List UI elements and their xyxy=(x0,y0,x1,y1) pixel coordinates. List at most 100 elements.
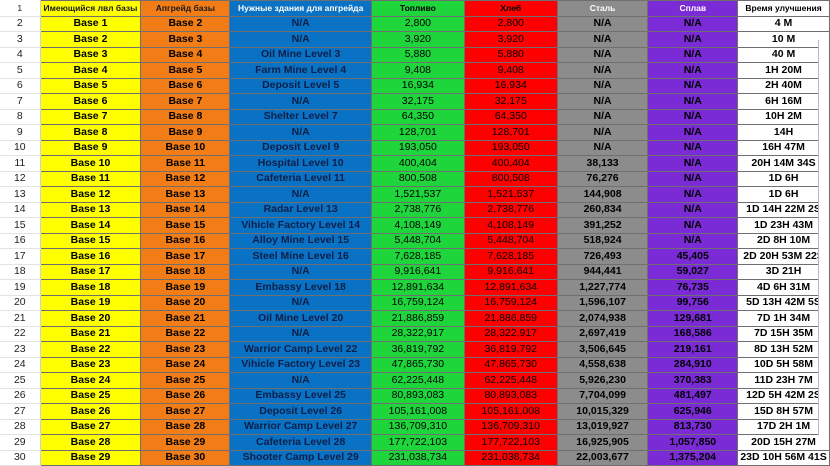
cell-current-level[interactable]: Base 7 xyxy=(39,108,142,125)
cell-required-building[interactable]: Warrior Camp Level 22 xyxy=(229,341,372,358)
cell-steel[interactable]: 944,441 xyxy=(556,263,649,280)
cell-fuel[interactable]: 12,891,634 xyxy=(370,279,465,296)
cell-alloy[interactable]: N/A xyxy=(647,186,739,203)
row-number[interactable]: 4 xyxy=(0,47,41,63)
cell-fuel[interactable]: 800,508 xyxy=(370,170,465,187)
row-number[interactable]: 25 xyxy=(0,372,41,389)
cell-upgrade-time[interactable]: 1D 14H 22M 2S xyxy=(737,201,830,218)
cell-upgrade[interactable]: Base 24 xyxy=(140,356,231,373)
cell-upgrade-time[interactable]: 20H 14M 34S xyxy=(737,155,830,172)
cell-fuel[interactable]: 32,175 xyxy=(370,93,465,110)
cell-required-building[interactable]: N/A xyxy=(229,93,372,110)
cell-fuel[interactable]: 136,709,310 xyxy=(370,418,465,435)
header-required-buildings[interactable]: Нужные здания для апгрейда xyxy=(229,0,372,17)
row-number[interactable]: 22 xyxy=(0,326,41,342)
cell-current-level[interactable]: Base 4 xyxy=(39,62,142,79)
cell-upgrade-time[interactable]: 11D 23H 7M xyxy=(737,372,830,389)
cell-current-level[interactable]: Base 16 xyxy=(39,248,142,265)
cell-required-building[interactable]: Shooter Camp Level 29 xyxy=(229,449,372,466)
cell-fuel[interactable]: 231,038,734 xyxy=(370,449,465,466)
cell-upgrade-time[interactable]: 17D 2H 1M xyxy=(737,418,830,435)
cell-current-level[interactable]: Base 8 xyxy=(39,124,142,141)
cell-alloy[interactable]: N/A xyxy=(647,139,739,156)
cell-fuel[interactable]: 3,920 xyxy=(370,31,465,48)
cell-required-building[interactable]: Hospital Level 10 xyxy=(229,155,372,172)
cell-steel[interactable]: 144,908 xyxy=(556,186,649,203)
cell-upgrade[interactable]: Base 17 xyxy=(140,248,231,265)
cell-upgrade-time[interactable]: 1D 6H xyxy=(737,170,830,187)
cell-upgrade[interactable]: Base 13 xyxy=(140,186,231,203)
cell-alloy[interactable]: 59,027 xyxy=(647,263,739,280)
cell-bread[interactable]: 16,759,124 xyxy=(463,294,558,311)
cell-bread[interactable]: 4,108,149 xyxy=(463,217,558,234)
cell-current-level[interactable]: Base 10 xyxy=(39,155,142,172)
cell-current-level[interactable]: Base 6 xyxy=(39,93,142,110)
cell-bread[interactable]: 128,701 xyxy=(463,124,558,141)
cell-upgrade[interactable]: Base 26 xyxy=(140,387,231,404)
cell-bread[interactable]: 105,161,008 xyxy=(463,403,558,420)
cell-upgrade[interactable]: Base 10 xyxy=(140,139,231,156)
cell-required-building[interactable]: Alloy Mine Level 15 xyxy=(229,232,372,249)
cell-steel[interactable]: N/A xyxy=(556,62,649,79)
cell-fuel[interactable]: 36,819,792 xyxy=(370,341,465,358)
cell-upgrade-time[interactable]: 6H 16M xyxy=(737,93,830,110)
header-upgrade-time[interactable]: Время улучшения xyxy=(737,0,830,17)
cell-steel[interactable]: 5,926,230 xyxy=(556,372,649,389)
cell-bread[interactable]: 80,893,083 xyxy=(463,387,558,404)
row-number[interactable]: 13 xyxy=(0,186,41,203)
cell-current-level[interactable]: Base 27 xyxy=(39,418,142,435)
cell-upgrade[interactable]: Base 12 xyxy=(140,170,231,187)
cell-current-level[interactable]: Base 3 xyxy=(39,46,142,63)
cell-steel[interactable]: 13,019,927 xyxy=(556,418,649,435)
cell-current-level[interactable]: Base 22 xyxy=(39,341,142,358)
cell-alloy[interactable]: N/A xyxy=(647,77,739,94)
cell-upgrade[interactable]: Base 27 xyxy=(140,403,231,420)
cell-fuel[interactable]: 105,161,008 xyxy=(370,403,465,420)
header-fuel[interactable]: Топливо xyxy=(370,0,465,17)
cell-required-building[interactable]: Cafeteria Level 28 xyxy=(229,434,372,451)
cell-steel[interactable]: N/A xyxy=(556,46,649,63)
cell-upgrade-time[interactable]: 2H 40M xyxy=(737,77,830,94)
cell-fuel[interactable]: 64,350 xyxy=(370,108,465,125)
cell-alloy[interactable]: N/A xyxy=(647,170,739,187)
cell-required-building[interactable]: Embassy Level 25 xyxy=(229,387,372,404)
cell-upgrade[interactable]: Base 28 xyxy=(140,418,231,435)
cell-steel[interactable]: 3,506,645 xyxy=(556,341,649,358)
cell-fuel[interactable]: 400,404 xyxy=(370,155,465,172)
cell-steel[interactable]: 391,252 xyxy=(556,217,649,234)
cell-required-building[interactable]: Oil Mine Level 3 xyxy=(229,46,372,63)
cell-steel[interactable]: 4,558,638 xyxy=(556,356,649,373)
cell-fuel[interactable]: 193,050 xyxy=(370,139,465,156)
cell-alloy[interactable]: N/A xyxy=(647,201,739,218)
cell-fuel[interactable]: 16,759,124 xyxy=(370,294,465,311)
cell-required-building[interactable]: Warrior Camp Level 27 xyxy=(229,418,372,435)
cell-current-level[interactable]: Base 12 xyxy=(39,186,142,203)
cell-bread[interactable]: 9,408 xyxy=(463,62,558,79)
cell-current-level[interactable]: Base 13 xyxy=(39,201,142,218)
cell-alloy[interactable]: N/A xyxy=(647,108,739,125)
cell-fuel[interactable]: 16,934 xyxy=(370,77,465,94)
cell-bread[interactable]: 28,322,917 xyxy=(463,325,558,342)
cell-upgrade-time[interactable]: 2D 8H 10M xyxy=(737,232,830,249)
cell-fuel[interactable]: 9,916,641 xyxy=(370,263,465,280)
cell-current-level[interactable]: Base 14 xyxy=(39,217,142,234)
row-number[interactable]: 7 xyxy=(0,93,41,110)
cell-bread[interactable]: 193,050 xyxy=(463,139,558,156)
cell-bread[interactable]: 64,350 xyxy=(463,108,558,125)
cell-current-level[interactable]: Base 26 xyxy=(39,403,142,420)
cell-alloy[interactable]: 1,057,850 xyxy=(647,434,739,451)
cell-fuel[interactable]: 62,225,448 xyxy=(370,372,465,389)
row-number[interactable]: 16 xyxy=(0,233,41,249)
cell-upgrade[interactable]: Base 7 xyxy=(140,93,231,110)
cell-bread[interactable]: 2,738,776 xyxy=(463,201,558,218)
cell-current-level[interactable]: Base 1 xyxy=(39,15,142,32)
cell-upgrade-time[interactable]: 10H 2M xyxy=(737,108,830,125)
cell-upgrade-time[interactable]: 40 M xyxy=(737,46,830,63)
row-number[interactable]: 24 xyxy=(0,357,41,373)
cell-current-level[interactable]: Base 20 xyxy=(39,310,142,327)
cell-bread[interactable]: 400,404 xyxy=(463,155,558,172)
cell-current-level[interactable]: Base 15 xyxy=(39,232,142,249)
row-number[interactable]: 15 xyxy=(0,217,41,234)
cell-alloy[interactable]: N/A xyxy=(647,46,739,63)
cell-upgrade-time[interactable]: 4D 6H 31M xyxy=(737,279,830,296)
